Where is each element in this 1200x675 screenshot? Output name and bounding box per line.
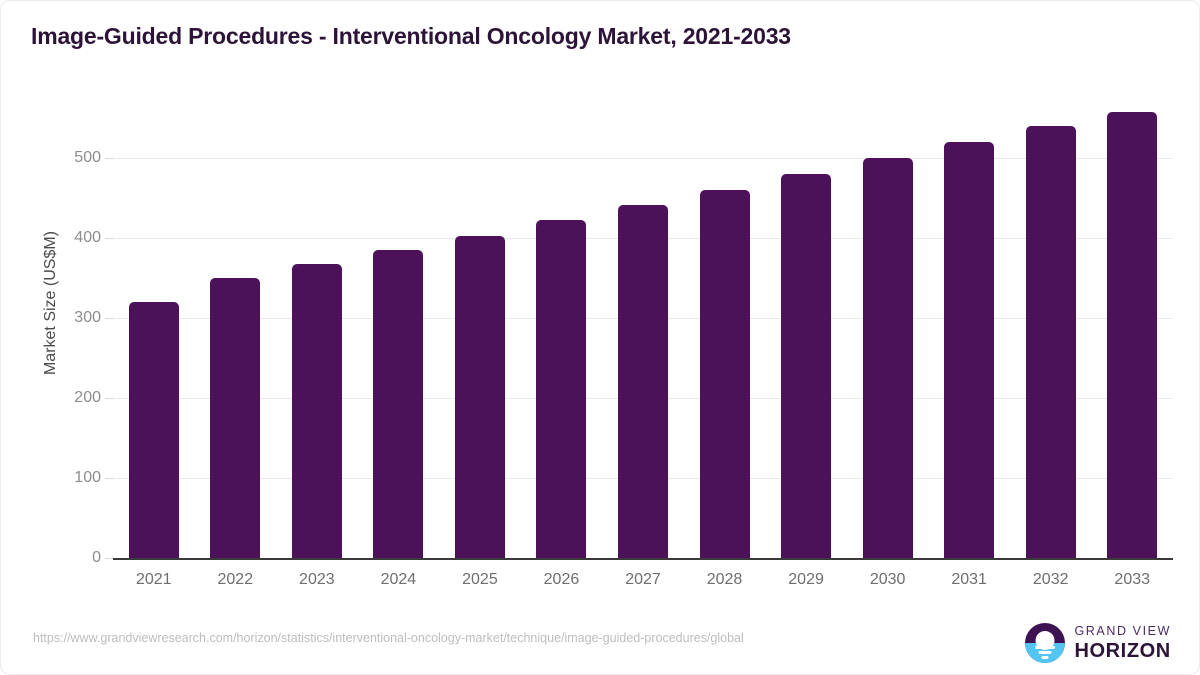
y-tick-label: 100 (74, 469, 101, 486)
horizon-sun-icon (1025, 623, 1066, 663)
x-tick-label: 2029 (788, 571, 824, 588)
brand-name-primary: GRAND VIEW (1074, 623, 1171, 638)
y-tick-label: 0 (92, 549, 101, 566)
bar[interactable] (454, 235, 505, 558)
bar[interactable] (862, 158, 913, 558)
y-tick-mark (105, 158, 114, 159)
x-tick-label: 2024 (380, 571, 417, 588)
y-tick-mark (105, 398, 114, 399)
y-tick-mark (105, 318, 114, 319)
bar[interactable] (618, 205, 668, 558)
x-tick-label: 2025 (462, 571, 498, 588)
x-tick-label: 2021 (135, 571, 172, 588)
brand-name-secondary: HORIZON (1074, 640, 1171, 663)
x-tick-label: 2023 (299, 571, 335, 588)
bar-series (1, 1, 1199, 611)
x-tick-label: 2033 (1114, 571, 1151, 588)
plot-area: Market Size (US$M) 0 100 200 300 400 500 2021… (1, 1, 1199, 611)
y-tick-mark (105, 478, 114, 479)
y-tick-label: 400 (74, 229, 101, 246)
y-tick-label: 500 (74, 149, 101, 166)
page-title: Image-Guided Procedures - Interventional… (31, 23, 791, 49)
y-tick-mark (105, 558, 114, 559)
bar[interactable] (210, 278, 261, 558)
y-tick-label: 200 (74, 389, 101, 406)
brand-logo: GRAND VIEW HORIZON (1025, 623, 1171, 663)
brand-logo-text: GRAND VIEW HORIZON (1074, 625, 1171, 662)
gridline (113, 158, 1173, 159)
bar[interactable] (944, 142, 995, 558)
x-tick-label: 2032 (1032, 571, 1069, 588)
x-tick-label: 2026 (543, 571, 580, 588)
bar[interactable] (699, 190, 750, 558)
x-tick-label: 2022 (217, 571, 254, 588)
y-tick-label: 300 (74, 309, 101, 326)
x-tick-label: 2030 (869, 571, 906, 588)
bar[interactable] (781, 174, 832, 558)
bar[interactable] (373, 250, 424, 558)
y-tick-mark (105, 238, 114, 239)
bar[interactable] (291, 264, 342, 558)
source-url[interactable]: https://www.grandviewresearch.com/horizo… (33, 631, 744, 645)
bar[interactable] (536, 220, 587, 558)
y-axis-ticks: 0 100 200 300 400 500 (41, 1, 101, 611)
x-axis-line (113, 558, 1173, 560)
bar[interactable] (128, 302, 179, 558)
bar[interactable] (1107, 111, 1158, 558)
x-tick-label: 2031 (951, 571, 987, 588)
bar[interactable] (1025, 126, 1076, 558)
x-tick-label: 2028 (706, 571, 743, 588)
x-tick-label: 2027 (625, 571, 661, 588)
